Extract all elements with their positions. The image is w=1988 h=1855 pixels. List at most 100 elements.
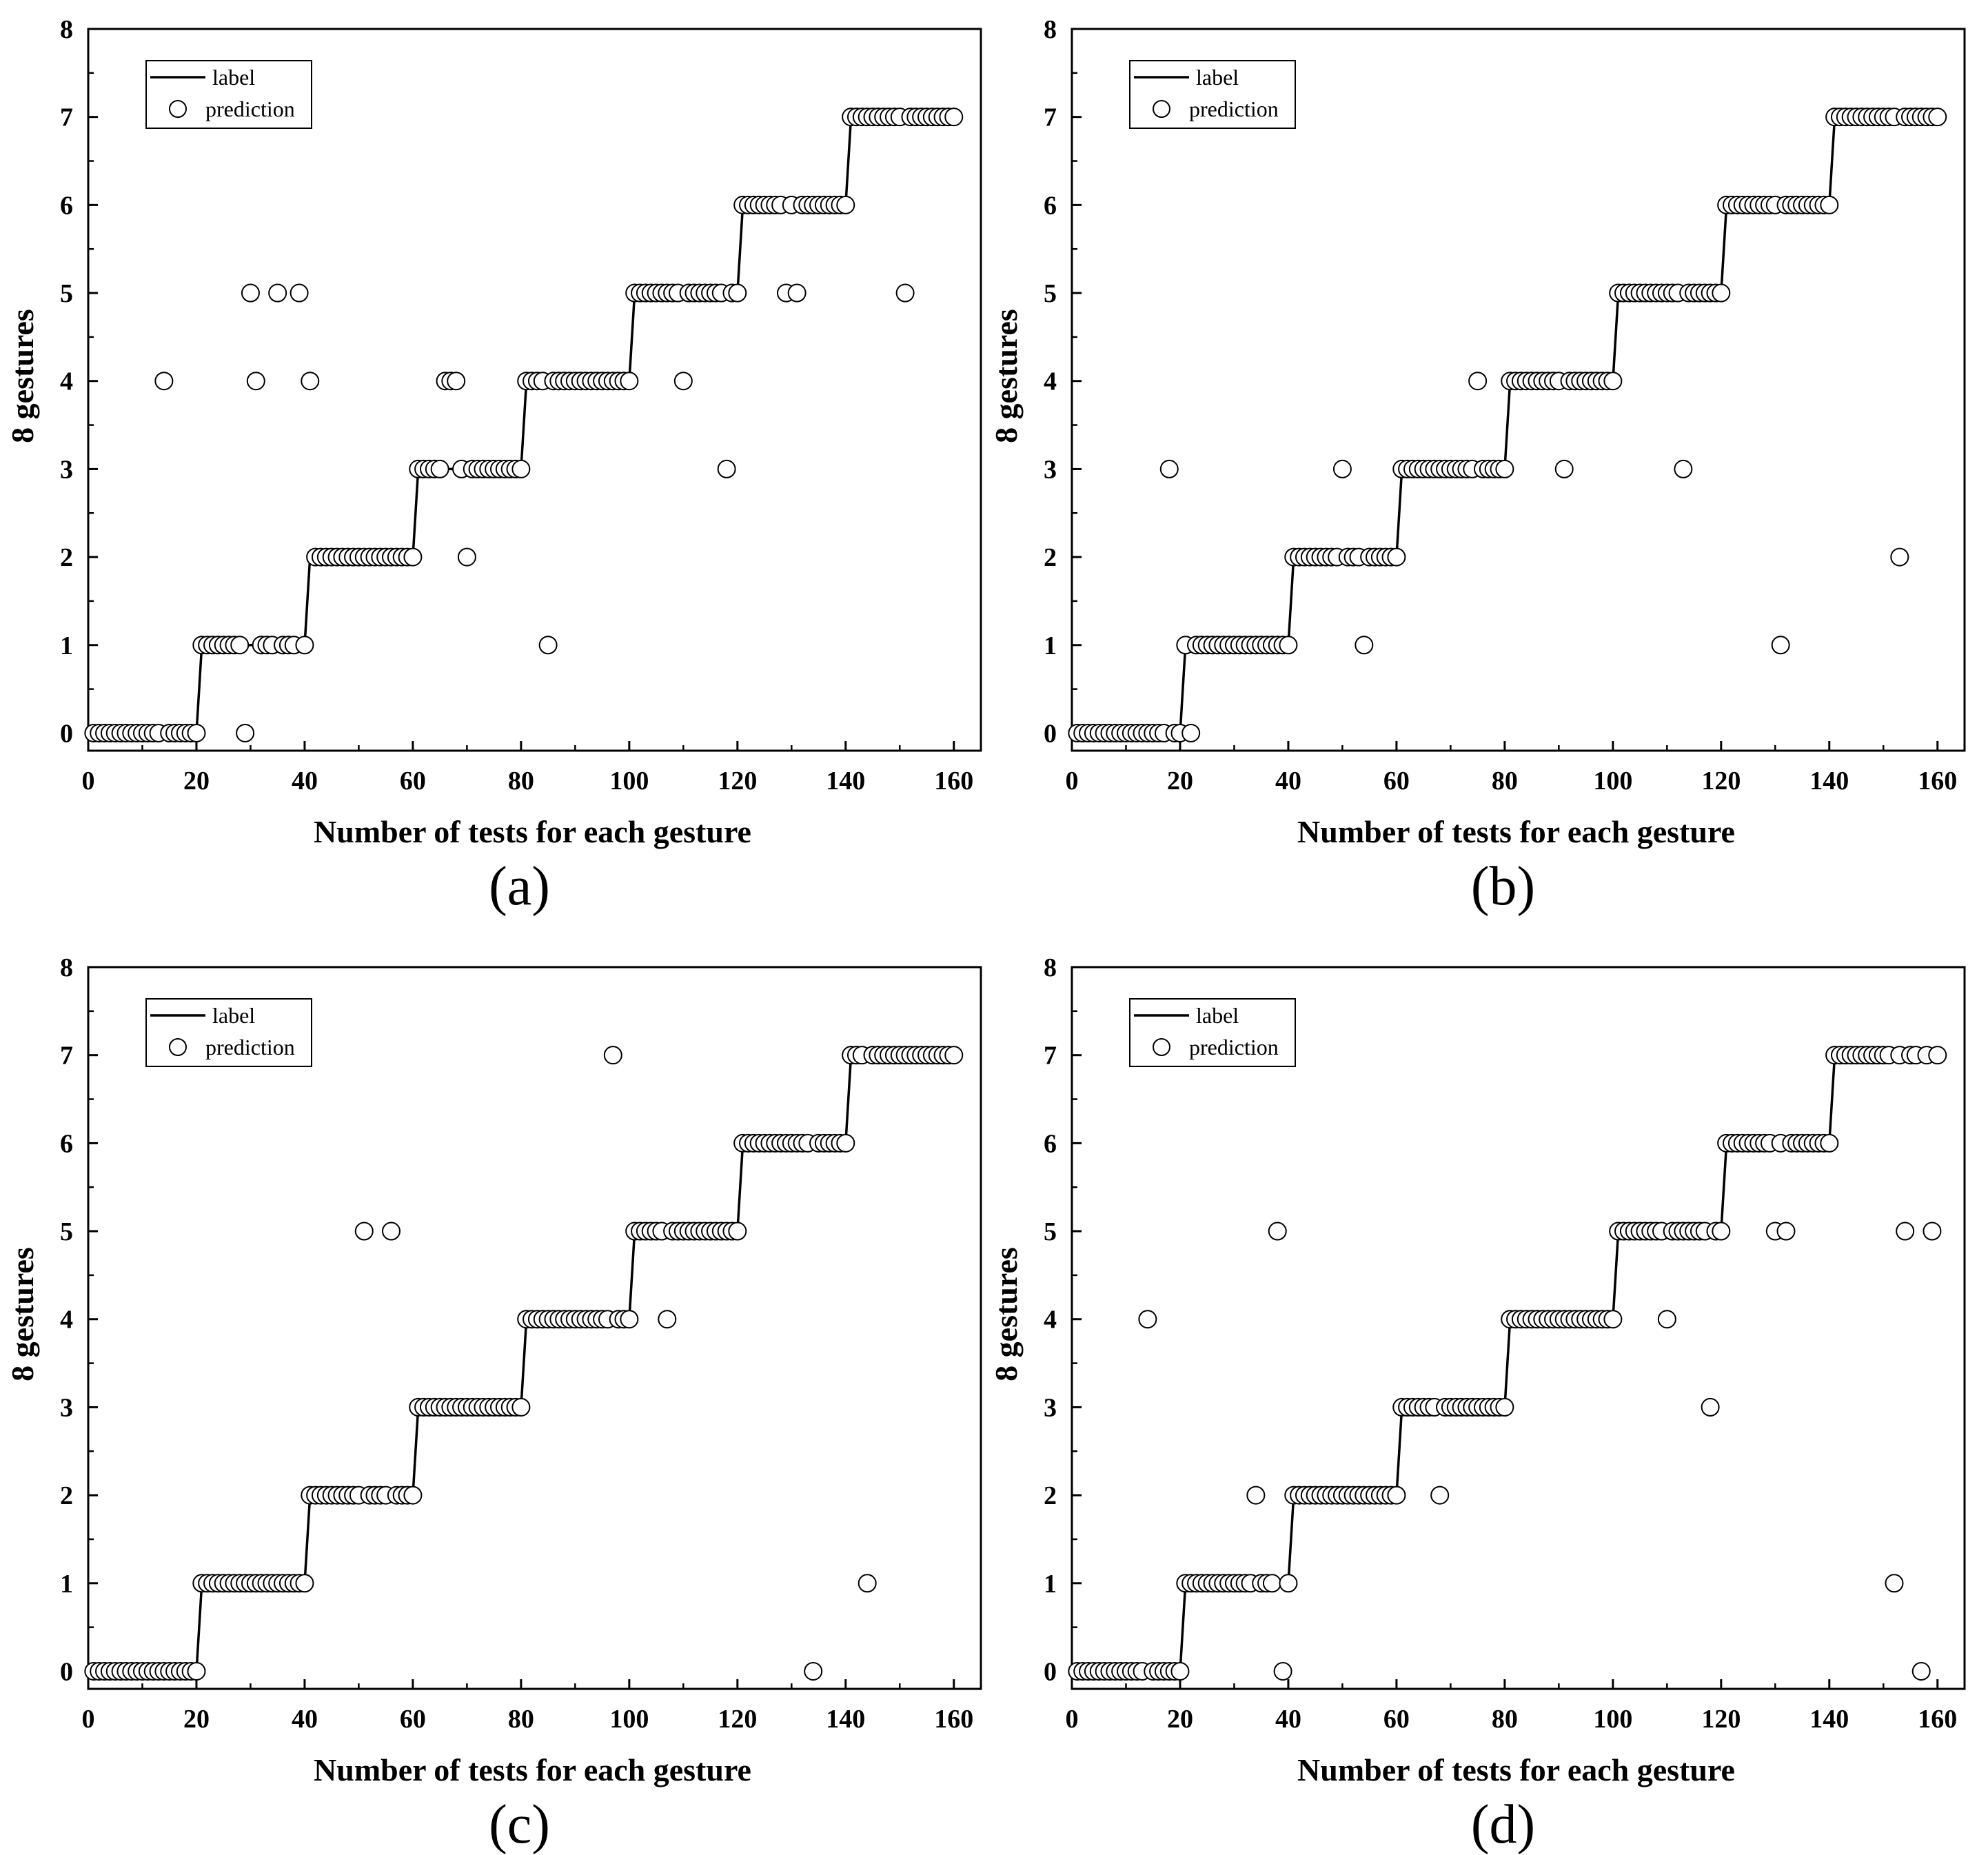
x-tick-label: 0 xyxy=(82,1705,95,1734)
x-tick-label: 80 xyxy=(508,767,534,795)
x-tick-label: 100 xyxy=(1593,767,1632,795)
prediction-point xyxy=(382,1222,401,1241)
y-tick-label: 3 xyxy=(60,1393,73,1422)
prediction-point xyxy=(895,283,915,303)
prediction-point xyxy=(241,283,260,303)
x-tick-label: 40 xyxy=(292,767,318,795)
y-tick-label: 4 xyxy=(1044,1306,1057,1335)
prediction-point xyxy=(620,1310,639,1329)
legend-label: prediction xyxy=(1189,1035,1279,1060)
prediction-point xyxy=(603,1046,622,1065)
prediction-point xyxy=(1387,547,1406,567)
prediction-point xyxy=(511,1397,531,1417)
prediction-point xyxy=(1387,1486,1406,1505)
prediction-point xyxy=(1657,1310,1676,1329)
chart-panel-c: 0 20 40 60 80 100 120 140 160 0 1 2 3 4 5 6 7 8 Number of … xyxy=(5,953,982,1855)
legend: label prediction xyxy=(1129,60,1296,129)
x-tick-label: 20 xyxy=(183,1705,210,1734)
legend-label: prediction xyxy=(205,1035,295,1060)
x-tick-label: 20 xyxy=(1167,1705,1193,1734)
x-tick-label: 160 xyxy=(934,767,973,795)
legend-box xyxy=(145,998,312,1067)
prediction-point xyxy=(403,1486,423,1505)
y-tick-label: 5 xyxy=(60,1217,73,1246)
prediction-point xyxy=(787,283,807,303)
y-tick-label: 3 xyxy=(1044,455,1057,484)
legend-label: prediction xyxy=(205,97,295,121)
prediction-point xyxy=(1911,1661,1931,1681)
legend: label prediction xyxy=(145,60,312,129)
prediction-point xyxy=(620,372,639,391)
prediction-point xyxy=(1495,459,1514,478)
prediction-point xyxy=(1138,1310,1157,1329)
chart-panel-b: 0 20 40 60 80 100 120 140 160 0 1 2 3 4 5 6 7 8 Number of … xyxy=(988,15,1966,917)
prediction-point xyxy=(187,723,206,742)
x-tick-label: 80 xyxy=(1492,767,1518,795)
chart-panel-a: 0 20 40 60 80 100 120 140 160 0 1 2 3 4 5 6 7 8 Number of … xyxy=(5,15,982,917)
prediction-point xyxy=(944,108,964,127)
x-tick-label: 60 xyxy=(1383,767,1410,795)
prediction-point xyxy=(673,372,693,391)
x-tick-label: 160 xyxy=(1918,1705,1957,1734)
x-tick-label: 0 xyxy=(1066,767,1079,795)
prediction-point xyxy=(246,372,265,391)
prediction-point xyxy=(1928,108,1947,127)
prediction-point xyxy=(187,1661,206,1681)
x-tick-label: 40 xyxy=(1275,767,1301,795)
prediction-point xyxy=(1495,1397,1514,1417)
x-tick-label: 160 xyxy=(934,1705,973,1734)
prediction-point xyxy=(1820,1133,1839,1153)
prediction-point xyxy=(354,1222,374,1241)
prediction-point xyxy=(538,636,558,655)
prediction-point xyxy=(403,547,423,567)
plot-frame xyxy=(87,28,982,752)
y-tick-label: 2 xyxy=(1044,543,1057,572)
y-axis-title: 8 gestures xyxy=(5,309,40,443)
y-tick-label: 7 xyxy=(1044,1042,1057,1071)
x-tick-label: 100 xyxy=(609,767,649,795)
prediction-point xyxy=(1928,1046,1947,1065)
prediction-point xyxy=(1554,459,1574,478)
y-tick-label: 6 xyxy=(1044,191,1057,220)
legend-circle-swatch xyxy=(1153,1038,1170,1056)
prediction-point xyxy=(295,1574,314,1593)
prediction-point xyxy=(1712,283,1731,303)
prediction-point xyxy=(1820,195,1839,214)
prediction-point xyxy=(1279,1574,1298,1593)
prediction-point xyxy=(1468,372,1488,391)
x-tick-label: 40 xyxy=(1275,1705,1301,1734)
y-tick-label: 7 xyxy=(60,1042,73,1071)
x-tick-label: 80 xyxy=(508,1705,534,1734)
legend: label prediction xyxy=(145,998,312,1067)
x-tick-label: 120 xyxy=(718,1705,757,1734)
legend-circle-swatch xyxy=(169,100,187,118)
plot-frame xyxy=(1071,966,1966,1690)
x-axis-title: Number of tests for each gesture xyxy=(1297,814,1735,849)
y-tick-label: 6 xyxy=(60,191,73,220)
y-tick-label: 7 xyxy=(60,103,73,132)
x-tick-label: 0 xyxy=(1066,1705,1079,1734)
legend: label prediction xyxy=(1129,998,1296,1067)
x-tick-label: 140 xyxy=(826,767,865,795)
prediction-point xyxy=(1279,636,1298,655)
y-tick-label: 2 xyxy=(60,1481,73,1510)
prediction-point xyxy=(1885,1574,1904,1593)
prediction-point xyxy=(301,372,320,391)
y-tick-label: 3 xyxy=(60,455,73,484)
y-tick-label: 0 xyxy=(1044,719,1057,748)
x-tick-label: 60 xyxy=(400,767,426,795)
prediction-point xyxy=(1923,1222,1942,1241)
prediction-point xyxy=(1181,723,1201,742)
prediction-point xyxy=(944,1046,964,1065)
prediction-point xyxy=(430,459,449,478)
x-tick-label: 80 xyxy=(1492,1705,1518,1734)
prediction-point xyxy=(1170,1661,1190,1681)
y-axis-title: 8 gestures xyxy=(988,309,1024,443)
y-tick-label: 1 xyxy=(1044,631,1057,660)
legend-label: label xyxy=(1196,1003,1239,1028)
prediction-point xyxy=(1771,636,1790,655)
legend-label: label xyxy=(212,65,255,90)
prediction-point xyxy=(1332,459,1352,478)
x-tick-label: 40 xyxy=(292,1705,318,1734)
